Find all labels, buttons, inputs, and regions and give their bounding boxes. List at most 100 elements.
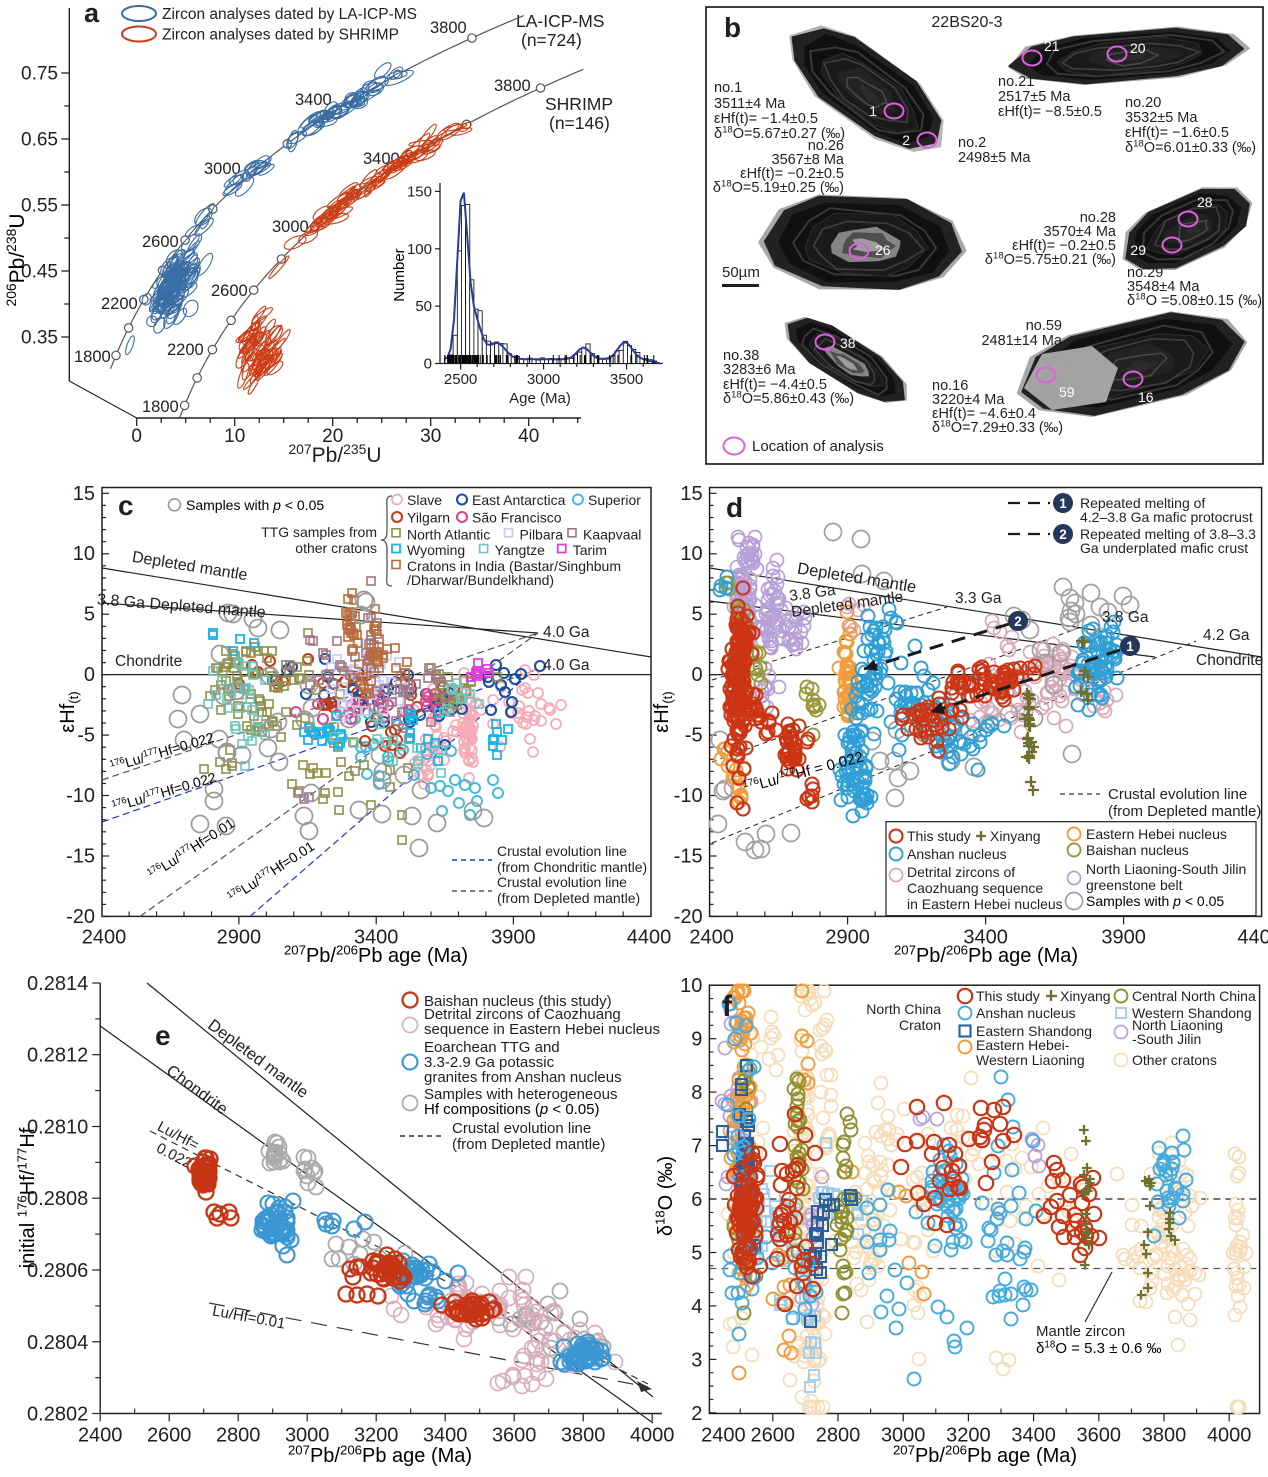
svg-text:f: f: [722, 990, 733, 1023]
svg-text:0.65: 0.65: [21, 130, 58, 151]
svg-text:3400: 3400: [295, 91, 332, 109]
svg-text:εHf(t)= −1.6±0.5: εHf(t)= −1.6±0.5: [1125, 125, 1229, 141]
svg-text:δ18O =5.08±0.15 (‰): δ18O =5.08±0.15 (‰): [1127, 292, 1262, 310]
svg-text:Samples with p < 0.05: Samples with p < 0.05: [1086, 893, 1224, 909]
svg-text:2200: 2200: [167, 341, 204, 359]
svg-text:3567±8 Ma: 3567±8 Ma: [772, 152, 845, 168]
svg-text:Detrital zircons of Caozhuang: Detrital zircons of Caozhuang: [424, 1006, 621, 1023]
svg-text:SHRIMP: SHRIMP: [545, 94, 613, 114]
svg-text:-5: -5: [77, 725, 95, 747]
svg-text:Chondrite: Chondrite: [115, 653, 182, 670]
svg-text:Baishan nucleus (this study): Baishan nucleus (this study): [424, 993, 612, 1010]
svg-text:16: 16: [1138, 389, 1154, 405]
svg-text:2: 2: [902, 132, 910, 148]
svg-text:5: 5: [691, 1243, 702, 1265]
svg-text:/Dharwar/Bundelkhand): /Dharwar/Bundelkhand): [407, 572, 554, 588]
svg-text:LA-ICP-MS: LA-ICP-MS: [516, 11, 604, 31]
svg-text:(from Chondritic mantle): (from Chondritic mantle): [497, 859, 647, 875]
svg-text:εHf(t)= −0.2±0.5: εHf(t)= −0.2±0.5: [740, 166, 844, 182]
svg-text:0.2814: 0.2814: [27, 973, 88, 995]
svg-text:Anshan nucleus: Anshan nucleus: [976, 1005, 1076, 1021]
svg-text:δ18O=5.19±0.25 (‰): δ18O=5.19±0.25 (‰): [713, 179, 844, 197]
svg-text:no.21: no.21: [998, 74, 1034, 90]
svg-text:2200: 2200: [101, 295, 138, 313]
svg-text:15: 15: [680, 483, 702, 505]
svg-text:δ18O=6.01±0.33 (‰): δ18O=6.01±0.33 (‰): [1125, 139, 1256, 157]
svg-text:no.2: no.2: [958, 135, 986, 151]
svg-text:40: 40: [518, 426, 539, 447]
svg-text:sequence in Eastern Hebei nucl: sequence in Eastern Hebei nucleus: [424, 1021, 660, 1038]
svg-text:3.8 Ga: 3.8 Ga: [1102, 609, 1149, 626]
svg-text:0.2804: 0.2804: [27, 1332, 88, 1354]
svg-text:Samples with p < 0.05: Samples with p < 0.05: [186, 497, 324, 513]
svg-text:East Antarctica: East Antarctica: [472, 492, 566, 508]
svg-text:207Pb/235U: 207Pb/235U: [288, 441, 381, 467]
svg-text:3600: 3600: [492, 1425, 537, 1447]
svg-text:Xinyang: Xinyang: [990, 828, 1041, 844]
svg-text:-5: -5: [685, 725, 703, 747]
svg-text:0.2808: 0.2808: [27, 1188, 88, 1210]
svg-text:Wyoming: Wyoming: [407, 542, 465, 558]
svg-text:Zircon analyses dated by LA-IC: Zircon analyses dated by LA-ICP-MS: [162, 6, 417, 23]
svg-text:206Pb/238U: 206Pb/238U: [3, 213, 29, 306]
svg-text:10: 10: [224, 426, 245, 447]
svg-text:0: 0: [424, 356, 432, 373]
svg-text:Mantle zircon: Mantle zircon: [1036, 1323, 1125, 1340]
svg-text:2900: 2900: [217, 926, 262, 948]
svg-text:5: 5: [84, 604, 95, 626]
svg-text:3800: 3800: [1142, 1425, 1187, 1447]
svg-text:3200: 3200: [946, 1425, 991, 1447]
svg-text:3400: 3400: [354, 926, 399, 948]
svg-text:50: 50: [415, 298, 432, 315]
svg-text:3283±6 Ma: 3283±6 Ma: [723, 362, 796, 378]
svg-text:Repeated melting of: Repeated melting of: [1080, 495, 1205, 511]
svg-text:no.1: no.1: [714, 80, 742, 96]
svg-text:São Francisco: São Francisco: [472, 510, 562, 526]
svg-text:Yangtze: Yangtze: [495, 542, 546, 558]
svg-text:Crustal evolution line: Crustal evolution line: [452, 1120, 591, 1137]
svg-text:Crustal evolution line: Crustal evolution line: [497, 874, 627, 890]
svg-text:2500: 2500: [444, 371, 477, 388]
svg-text:3: 3: [691, 1349, 702, 1371]
svg-text:0.2810: 0.2810: [27, 1117, 88, 1139]
svg-text:2600: 2600: [211, 282, 248, 300]
svg-text:10: 10: [680, 975, 702, 997]
svg-text:εHf(t)= −4.4±0.5: εHf(t)= −4.4±0.5: [723, 377, 827, 393]
svg-text:-20: -20: [674, 906, 703, 928]
svg-text:-South Jilin: -South Jilin: [1132, 1031, 1201, 1047]
svg-text:4: 4: [691, 1296, 702, 1318]
svg-text:Slave: Slave: [407, 492, 442, 508]
svg-text:28: 28: [1197, 194, 1213, 210]
svg-text:Other cratons: Other cratons: [1132, 1052, 1217, 1068]
svg-text:Central North China: Central North China: [1132, 988, 1256, 1004]
svg-text:0.75: 0.75: [21, 64, 58, 85]
svg-text:207Pb/206Pb age (Ma): 207Pb/206Pb age (Ma): [894, 942, 1078, 967]
svg-text:207Pb/206Pb age (Ma): 207Pb/206Pb age (Ma): [284, 942, 468, 967]
svg-text:εHf(t)= −0.2±0.5: εHf(t)= −0.2±0.5: [1012, 238, 1116, 254]
svg-text:15: 15: [73, 483, 95, 505]
svg-text:Detrital zircons of: Detrital zircons of: [907, 864, 1015, 880]
svg-text:εHf(t): εHf(t): [651, 691, 675, 732]
svg-text:Eastern Shandong: Eastern Shandong: [976, 1023, 1092, 1039]
svg-text:3000: 3000: [204, 160, 241, 178]
svg-text:greenstone belt: greenstone belt: [1086, 877, 1183, 893]
svg-text:δ18O = 5.3 ± 0.6 ‰: δ18O = 5.3 ± 0.6 ‰: [1036, 1339, 1162, 1357]
svg-text:5: 5: [691, 604, 702, 626]
svg-text:Anshan nucleus: Anshan nucleus: [907, 846, 1007, 862]
svg-text:2400: 2400: [689, 926, 734, 948]
svg-text:0.2812: 0.2812: [27, 1045, 88, 1067]
svg-text:-20: -20: [66, 906, 95, 928]
svg-text:3220±4 Ma: 3220±4 Ma: [932, 392, 1005, 408]
svg-text:Western Liaoning: Western Liaoning: [976, 1052, 1085, 1068]
svg-text:b: b: [724, 12, 741, 43]
svg-text:2: 2: [1014, 614, 1022, 629]
svg-text:Baishan nucleus: Baishan nucleus: [1086, 842, 1189, 858]
svg-text:Samples with heterogeneous: Samples with heterogeneous: [424, 1086, 617, 1103]
svg-text:2900: 2900: [825, 926, 870, 948]
svg-text:Zircon analyses dated by SHRIM: Zircon analyses dated by SHRIMP: [162, 27, 399, 44]
svg-text:4.0 Ga: 4.0 Ga: [543, 657, 590, 674]
svg-text:3000: 3000: [527, 371, 560, 388]
svg-text:no.38: no.38: [723, 348, 759, 364]
svg-text:-15: -15: [66, 846, 95, 868]
svg-text:-10: -10: [66, 785, 95, 807]
